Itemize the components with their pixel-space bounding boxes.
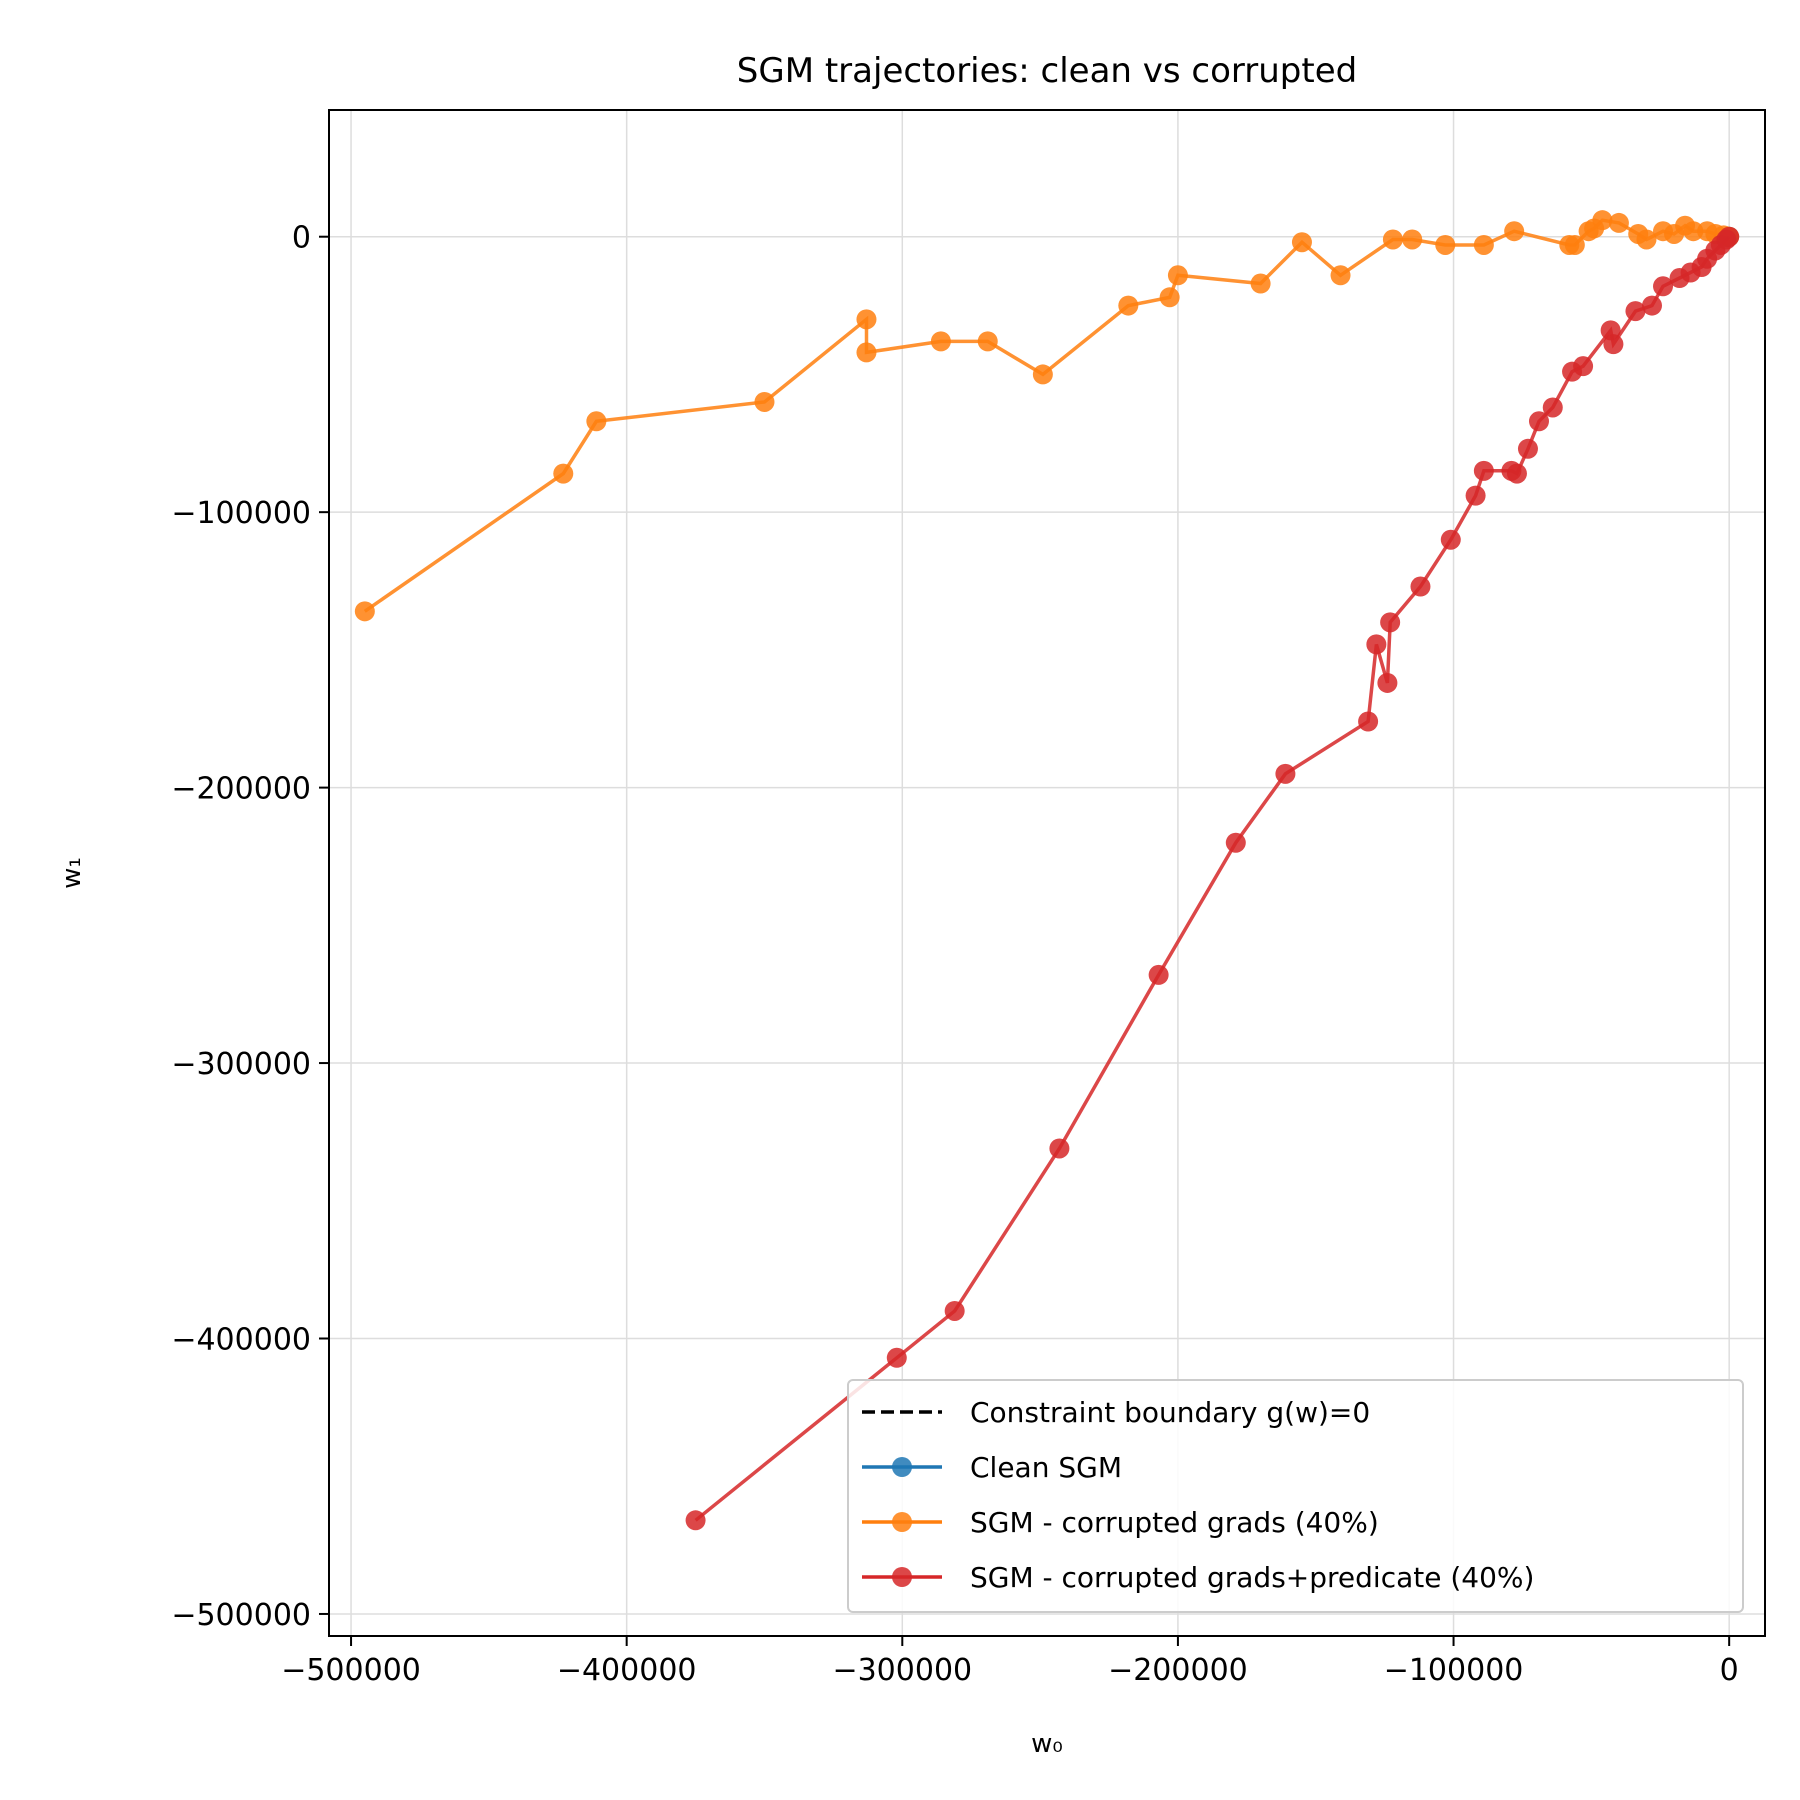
- legend-item: Constraint boundary g(w)=0: [862, 1396, 1370, 1429]
- x-tick-label: −400000: [557, 1653, 697, 1688]
- data-point: [1592, 210, 1613, 231]
- x-tick-label: −100000: [1384, 1653, 1524, 1688]
- legend: Constraint boundary g(w)=0 Clean SGM SGM -…: [847, 1379, 1744, 1613]
- data-point: [1380, 612, 1401, 633]
- axis-ticks: −500000 −400000 −300000 −200000 −100000 0 0 −10…: [171, 221, 1738, 1688]
- data-point: [354, 601, 375, 622]
- data-point: [1653, 276, 1674, 297]
- series-1: [354, 210, 1740, 622]
- data-point: [1410, 576, 1431, 597]
- chart-title: SGM trajectories: clean vs corrupted: [737, 51, 1357, 91]
- y-tick-label: −300000: [171, 1047, 311, 1082]
- grid-lines: [329, 110, 1765, 1636]
- x-tick-label: −200000: [1108, 1653, 1248, 1688]
- x-tick-label: 0: [1720, 1653, 1739, 1688]
- data-point: [1148, 964, 1169, 985]
- legend-marker: [892, 1457, 912, 1477]
- data-point: [1465, 485, 1486, 506]
- data-point: [1167, 265, 1188, 286]
- legend-item: SGM - corrupted grads (40%): [862, 1506, 1379, 1539]
- x-axis-label: w₀: [1031, 1729, 1063, 1759]
- y-tick-label: −200000: [171, 772, 311, 807]
- data-point: [1291, 232, 1312, 253]
- x-tick-label: −500000: [281, 1653, 421, 1688]
- data-point: [1517, 438, 1538, 459]
- data-point: [1473, 234, 1494, 255]
- data-point: [1641, 295, 1662, 316]
- x-tick-label: −300000: [832, 1653, 972, 1688]
- series-line: [694, 235, 1731, 1522]
- legend-item: Clean SGM: [862, 1451, 1122, 1484]
- data-point: [1358, 711, 1379, 732]
- plot-area: [354, 210, 1740, 1531]
- data-point: [1250, 273, 1271, 294]
- data-point: [1366, 634, 1387, 655]
- data-point: [1275, 763, 1296, 784]
- data-point: [553, 463, 574, 484]
- data-point: [930, 331, 951, 352]
- data-point: [886, 1347, 907, 1368]
- y-tick-label: 0: [292, 221, 311, 256]
- data-point: [1564, 234, 1585, 255]
- legend-label: SGM - corrupted grads+predicate (40%): [970, 1561, 1534, 1594]
- data-point: [1603, 334, 1624, 355]
- series-line: [363, 218, 1730, 613]
- legend-box: [847, 1379, 1744, 1613]
- data-point: [1504, 221, 1525, 242]
- legend-label: Clean SGM: [970, 1451, 1122, 1484]
- data-point: [856, 342, 877, 363]
- data-point: [1506, 463, 1527, 484]
- data-point: [1225, 832, 1246, 853]
- data-point: [1440, 529, 1461, 550]
- data-point: [1542, 397, 1563, 418]
- data-point: [856, 309, 877, 330]
- plot-frame: [328, 109, 1766, 1637]
- data-point: [944, 1300, 965, 1321]
- data-point: [1402, 229, 1423, 250]
- data-point: [1608, 212, 1629, 233]
- data-point: [1636, 229, 1657, 250]
- data-point: [1377, 672, 1398, 693]
- legend-marker: [892, 1512, 912, 1532]
- data-point: [1473, 460, 1494, 481]
- data-point: [1573, 356, 1594, 377]
- data-point: [1719, 226, 1740, 247]
- data-point: [586, 411, 607, 432]
- data-point: [977, 331, 998, 352]
- legend-item: SGM - corrupted grads+predicate (40%): [862, 1561, 1534, 1594]
- data-point: [1435, 234, 1456, 255]
- data-point: [1330, 265, 1351, 286]
- data-point: [754, 391, 775, 412]
- legend-label: Constraint boundary g(w)=0: [970, 1396, 1370, 1429]
- y-axis-label: w₁: [57, 857, 87, 889]
- data-point: [1528, 411, 1549, 432]
- legend-marker: [892, 1567, 912, 1587]
- data-point: [685, 1510, 706, 1531]
- data-point: [1683, 221, 1704, 242]
- data-point: [1118, 295, 1139, 316]
- series-2: [685, 226, 1740, 1531]
- data-point: [1625, 301, 1646, 322]
- y-tick-label: −400000: [171, 1323, 311, 1358]
- data-point: [1159, 287, 1180, 308]
- data-point: [1032, 364, 1053, 385]
- data-point: [1382, 229, 1403, 250]
- y-tick-label: −500000: [171, 1598, 311, 1633]
- legend-label: SGM - corrupted grads (40%): [970, 1506, 1379, 1539]
- y-tick-label: −100000: [171, 496, 311, 531]
- data-point: [1049, 1138, 1070, 1159]
